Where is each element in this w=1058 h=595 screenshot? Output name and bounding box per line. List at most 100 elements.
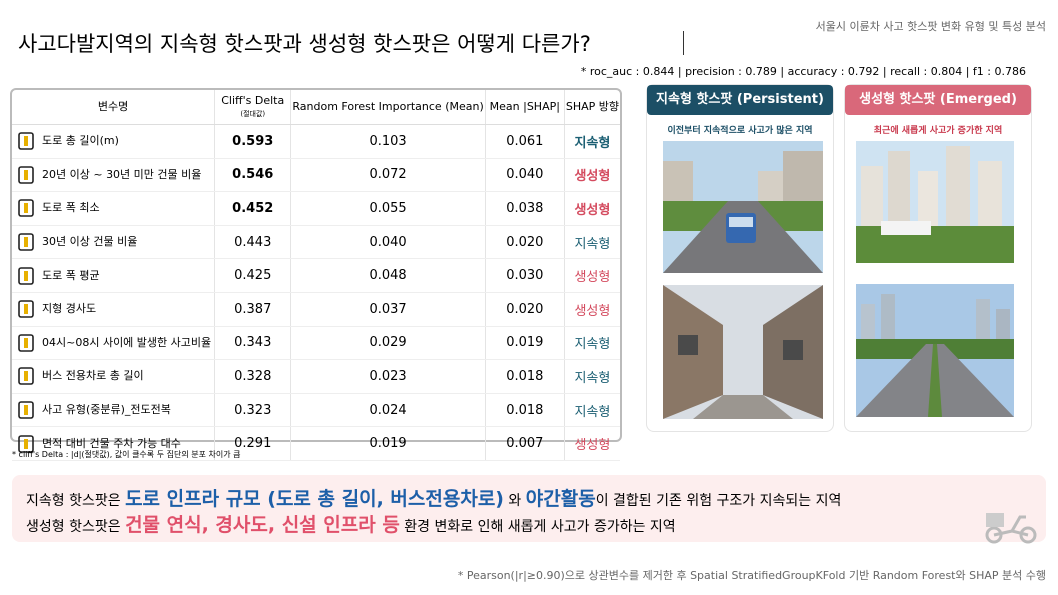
summary-segment: 지속형 핫스팟은 [26, 493, 126, 509]
cell-text: 04시~08시 사이에 발생한 사고비율 [42, 335, 212, 349]
photo-alley [663, 285, 823, 419]
variable-name: 30년 이상 건물 비율 [12, 225, 215, 260]
cell: 0.593 [214, 124, 291, 159]
cell: 0.040 [484, 158, 565, 193]
cursor [683, 31, 684, 55]
cell: 생성형 [563, 258, 620, 293]
cell: 0.023 [290, 359, 486, 394]
cell: 0.037 [290, 292, 486, 327]
summary-segment: 야간활동 [525, 488, 596, 510]
panel-title: 생성형 핫스팟 (Emerged) [845, 85, 1031, 115]
cell-text: 면적 대비 건물 주차 가능 대수 [42, 436, 181, 450]
variable-name: 버스 전용차로 총 길이 [12, 359, 215, 394]
title: 사고다발지역의 지속형 핫스팟과 생성형 핫스팟은 어떻게 다른가? [18, 32, 591, 56]
cell: 0.291 [214, 426, 291, 461]
summary-segment: 생성형 핫스팟은 [26, 519, 126, 535]
cell: 생성형 [563, 426, 620, 461]
header-text: Mean |SHAP| [489, 100, 560, 113]
cell: 지속형 [563, 359, 620, 394]
metrics: * roc_auc : 0.844 | precision : 0.789 | … [580, 65, 1026, 78]
cell: 0.020 [484, 292, 565, 327]
row-icon [18, 367, 34, 386]
cell: 0.323 [214, 393, 291, 428]
method-note: * Pearson(|r|≥0.90)으로 상관변수를 제거한 후 Spatia… [457, 569, 1046, 582]
row-icon [18, 266, 34, 285]
table-row: 도로 폭 평균 0.425 0.048 0.030 생성형 [12, 258, 620, 293]
cell: 0.452 [214, 191, 291, 226]
summary-segment: 도로 인프라 규모 (도로 총 길이, 버스전용차로) [125, 488, 504, 510]
panel-caption: 최근에 새롭게 사고가 증가한 지역 [873, 126, 1003, 136]
table: 변수명 Cliff's Delta (절대값) Random Forest Impor… [12, 90, 620, 461]
summary-segment: 와 [503, 493, 526, 509]
column-header: Mean |SHAP| [484, 90, 565, 125]
variable-name: 지형 경사도 [12, 292, 215, 327]
summary-box: 지속형 핫스팟은 도로 인프라 규모 (도로 총 길이, 버스전용차로) 와 야… [12, 475, 1046, 544]
cell: 지속형 [563, 124, 620, 159]
row-icon [18, 166, 34, 184]
cell: 0.072 [290, 158, 486, 193]
cell: 0.020 [484, 225, 565, 260]
cell: 0.019 [484, 326, 565, 361]
motorbike-icon [985, 513, 1037, 544]
persistent-panel: 지속형 핫스팟 (Persistent) 이전부터 지속적으로 사고가 많은 지… [646, 84, 834, 432]
row-icon [18, 199, 34, 218]
cell: 0.061 [484, 124, 565, 159]
row-icon [18, 132, 34, 151]
table-row: 20년 이상 ~ 30년 미만 건물 비율 0.546 0.072 0.040 생성형 [12, 158, 620, 193]
column-header: Random Forest Importance (Mean) [290, 90, 486, 125]
cell: 0.103 [290, 124, 486, 159]
table-row: 지형 경사도 0.387 0.037 0.020 생성형 [12, 292, 620, 327]
summary-line: 생성형 핫스팟은 건물 연식, 경사도, 신설 인프라 등 환경 변화로 인해 … [26, 510, 676, 537]
cell: 0.387 [214, 292, 291, 327]
cell: 생성형 [563, 191, 620, 226]
cell: 지속형 [563, 326, 620, 361]
variable-name: 면적 대비 건물 주차 가능 대수 [12, 426, 215, 461]
variable-name: 도로 폭 평균 [12, 258, 215, 293]
header-text: SHAP 방향 [565, 100, 619, 113]
cell: 생성형 [563, 158, 620, 193]
cell: 0.038 [484, 191, 565, 226]
cell-text: 30년 이상 건물 비율 [42, 235, 138, 249]
cell: 0.018 [484, 393, 565, 428]
cell: 0.040 [290, 225, 486, 260]
cell: 0.030 [484, 258, 565, 293]
variable-name: 04시~08시 사이에 발생한 사고비율 [12, 326, 215, 361]
table-row: 30년 이상 건물 비율 0.443 0.040 0.020 지속형 [12, 225, 620, 260]
summary-line: 지속형 핫스팟은 도로 인프라 규모 (도로 총 길이, 버스전용차로) 와 야… [26, 484, 841, 511]
row-icon [18, 300, 34, 319]
cell: 0.019 [290, 426, 486, 461]
cell: 0.055 [290, 191, 486, 226]
cell: 0.029 [290, 326, 486, 361]
cell: 지속형 [563, 393, 620, 428]
table-box: 변수명 Cliff's Delta (절대값) Random Forest Impor… [10, 88, 622, 461]
header-text: Cliff's Delta [221, 93, 285, 107]
cell: 지속형 [563, 225, 620, 260]
variable-name: 도로 총 길이(m) [12, 124, 215, 159]
photo-boulevard [856, 284, 1014, 417]
cell: 0.343 [214, 326, 291, 361]
header-note: (절대값) [240, 109, 266, 118]
row-icon [18, 434, 34, 453]
panel-caption: 이전부터 지속적으로 사고가 많은 지역 [667, 126, 813, 136]
cell: 0.048 [290, 258, 486, 293]
cell-text: 사고 유형(중분류)_전도전복 [42, 403, 171, 417]
table-row: 면적 대비 건물 주차 가능 대수 0.291 0.019 0.007 생성형 [12, 426, 620, 461]
cell-text: 도로 폭 최소 [42, 201, 100, 215]
cell: 0.328 [214, 359, 291, 394]
table-row: 도로 총 길이(m) 0.593 0.103 0.061 지속형 [12, 124, 620, 159]
row-icon [18, 334, 34, 352]
column-header: 변수명 [12, 90, 215, 125]
table-row: 사고 유형(중분류)_전도전복 0.323 0.024 0.018 지속형 [12, 393, 620, 428]
cell: 0.018 [484, 359, 565, 394]
cell-text: 버스 전용차로 총 길이 [42, 369, 144, 383]
table-row: 버스 전용차로 총 길이 0.328 0.023 0.018 지속형 [12, 359, 620, 394]
column-header: SHAP 방향 [563, 90, 620, 125]
photo-road [663, 141, 823, 273]
cell: 생성형 [563, 292, 620, 327]
cell: 0.425 [214, 258, 291, 293]
cell-text: 도로 총 길이(m) [42, 134, 119, 148]
variable-name: 도로 폭 최소 [12, 191, 215, 226]
header-text: Random Forest Importance (Mean) [292, 100, 484, 113]
cell-text: 도로 폭 평균 [42, 268, 100, 282]
